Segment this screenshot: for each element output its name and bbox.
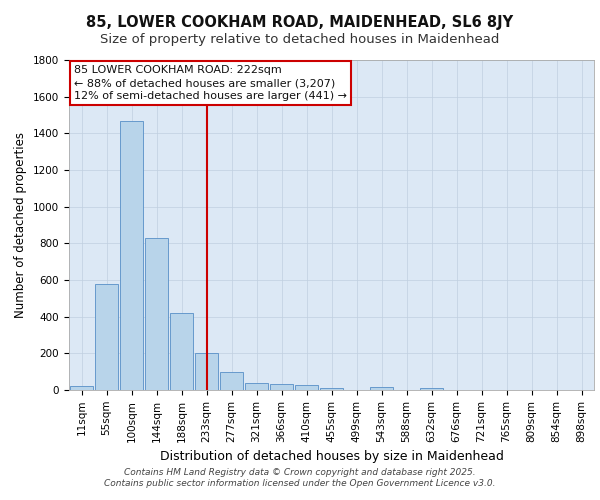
Bar bbox=[70, 386, 93, 390]
Bar bbox=[270, 384, 293, 390]
Bar bbox=[95, 284, 118, 390]
Bar bbox=[370, 387, 393, 390]
Text: Size of property relative to detached houses in Maidenhead: Size of property relative to detached ho… bbox=[100, 32, 500, 46]
Bar bbox=[320, 388, 343, 390]
Bar bbox=[295, 386, 318, 390]
Bar bbox=[220, 372, 243, 390]
Y-axis label: Number of detached properties: Number of detached properties bbox=[14, 132, 28, 318]
Text: 85 LOWER COOKHAM ROAD: 222sqm
← 88% of detached houses are smaller (3,207)
12% o: 85 LOWER COOKHAM ROAD: 222sqm ← 88% of d… bbox=[74, 65, 347, 102]
Text: 85, LOWER COOKHAM ROAD, MAIDENHEAD, SL6 8JY: 85, LOWER COOKHAM ROAD, MAIDENHEAD, SL6 … bbox=[86, 15, 514, 30]
Bar bbox=[420, 388, 443, 390]
Bar bbox=[195, 354, 218, 390]
Bar bbox=[245, 382, 268, 390]
Bar bbox=[170, 313, 193, 390]
Bar bbox=[145, 238, 168, 390]
X-axis label: Distribution of detached houses by size in Maidenhead: Distribution of detached houses by size … bbox=[160, 450, 503, 463]
Text: Contains HM Land Registry data © Crown copyright and database right 2025.
Contai: Contains HM Land Registry data © Crown c… bbox=[104, 468, 496, 487]
Bar bbox=[120, 120, 143, 390]
